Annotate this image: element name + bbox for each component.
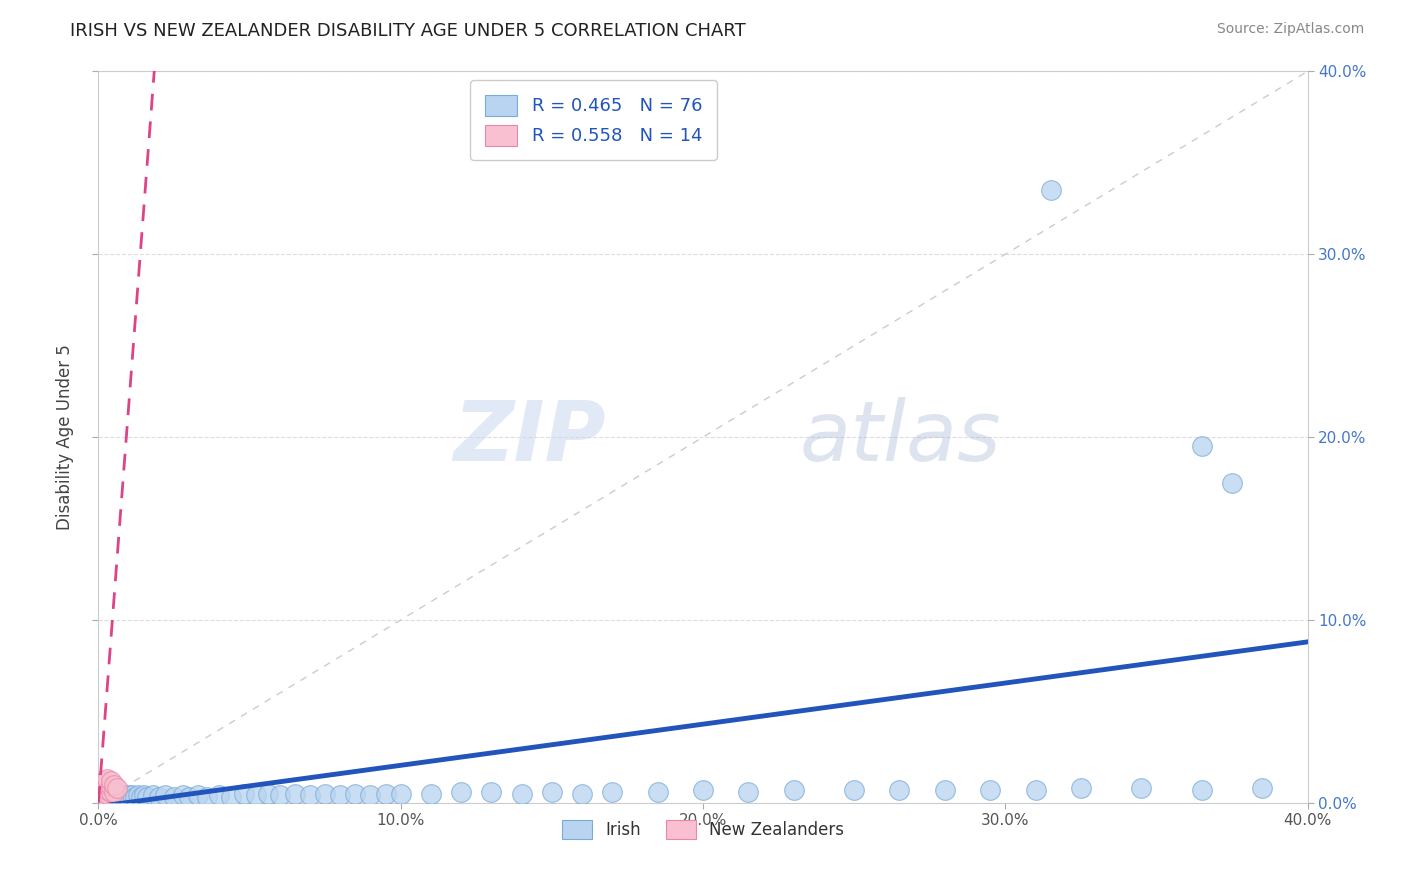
- Point: [111, 790, 134, 805]
- Point: [344, 787, 367, 801]
- Point: [100, 780, 122, 794]
- Text: Source: ZipAtlas.com: Source: ZipAtlas.com: [1216, 22, 1364, 37]
- Point: [103, 778, 125, 792]
- Point: [121, 789, 143, 803]
- Text: IRISH VS NEW ZEALANDER DISABILITY AGE UNDER 5 CORRELATION CHART: IRISH VS NEW ZEALANDER DISABILITY AGE UN…: [70, 22, 747, 40]
- Point: [737, 785, 759, 799]
- Point: [142, 789, 165, 803]
- Point: [172, 789, 194, 803]
- Point: [96, 778, 118, 792]
- Point: [602, 785, 624, 799]
- Point: [103, 792, 125, 806]
- Point: [93, 787, 115, 801]
- Point: [481, 785, 503, 799]
- Text: ZIP: ZIP: [454, 397, 606, 477]
- Point: [374, 787, 396, 801]
- Point: [389, 787, 412, 801]
- Point: [232, 787, 254, 801]
- Point: [96, 792, 118, 806]
- Point: [269, 789, 291, 803]
- Point: [571, 787, 593, 801]
- Point: [132, 789, 155, 803]
- Point: [256, 787, 278, 801]
- Point: [90, 792, 112, 806]
- Point: [284, 787, 307, 801]
- Point: [105, 792, 128, 806]
- Point: [96, 789, 118, 803]
- Point: [96, 783, 118, 797]
- Point: [208, 789, 231, 803]
- Point: [187, 789, 209, 803]
- Point: [100, 789, 122, 803]
- Point: [1039, 183, 1062, 197]
- Point: [105, 781, 128, 796]
- Point: [93, 783, 115, 797]
- Y-axis label: Disability Age Under 5: Disability Age Under 5: [56, 344, 75, 530]
- Point: [934, 783, 956, 797]
- Point: [135, 790, 157, 805]
- Point: [127, 789, 149, 803]
- Text: atlas: atlas: [800, 397, 1001, 477]
- Point: [100, 773, 122, 788]
- Point: [90, 787, 112, 801]
- Point: [360, 789, 382, 803]
- Point: [105, 789, 128, 803]
- Point: [100, 792, 122, 806]
- Point: [420, 787, 443, 801]
- Point: [540, 785, 562, 799]
- Point: [1191, 439, 1213, 453]
- Point: [103, 785, 125, 799]
- Point: [108, 787, 131, 801]
- Point: [510, 787, 533, 801]
- Point: [179, 790, 201, 805]
- Point: [450, 785, 472, 799]
- Point: [889, 783, 911, 797]
- Point: [148, 790, 170, 805]
- Point: [1220, 475, 1243, 490]
- Point: [1191, 783, 1213, 797]
- Point: [692, 783, 714, 797]
- Point: [979, 783, 1001, 797]
- Point: [153, 789, 176, 803]
- Point: [114, 790, 136, 805]
- Point: [129, 790, 152, 805]
- Point: [329, 789, 352, 803]
- Point: [103, 790, 125, 805]
- Point: [118, 792, 141, 806]
- Point: [108, 790, 131, 805]
- Point: [96, 772, 118, 786]
- Point: [105, 790, 128, 805]
- Point: [221, 790, 243, 805]
- Point: [103, 787, 125, 801]
- Point: [96, 790, 118, 805]
- Point: [314, 787, 336, 801]
- Point: [100, 785, 122, 799]
- Legend: Irish, New Zealanders: Irish, New Zealanders: [555, 814, 851, 846]
- Point: [93, 781, 115, 796]
- Point: [783, 783, 806, 797]
- Point: [111, 789, 134, 803]
- Point: [90, 785, 112, 799]
- Point: [844, 783, 866, 797]
- Point: [93, 773, 115, 788]
- Point: [163, 790, 186, 805]
- Point: [96, 785, 118, 799]
- Point: [1251, 781, 1274, 796]
- Point: [100, 790, 122, 805]
- Point: [1130, 781, 1153, 796]
- Point: [93, 792, 115, 806]
- Point: [124, 790, 146, 805]
- Point: [1024, 783, 1046, 797]
- Point: [90, 789, 112, 803]
- Point: [1070, 781, 1092, 796]
- Point: [93, 790, 115, 805]
- Point: [195, 790, 218, 805]
- Point: [647, 785, 669, 799]
- Point: [245, 789, 267, 803]
- Point: [96, 787, 118, 801]
- Point: [299, 789, 322, 803]
- Point: [118, 789, 141, 803]
- Point: [93, 789, 115, 803]
- Point: [100, 787, 122, 801]
